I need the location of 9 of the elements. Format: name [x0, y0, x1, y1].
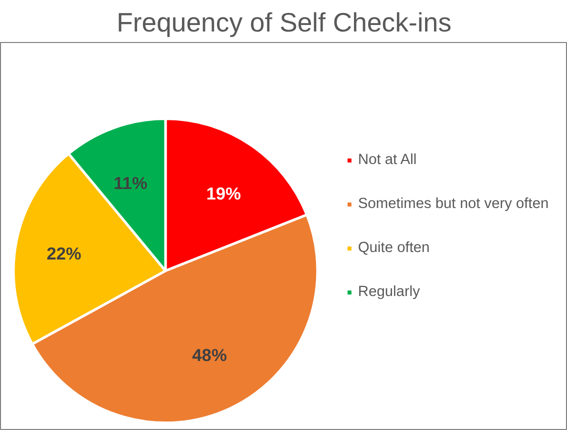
data-label: 19%: [206, 184, 241, 204]
chart-title: Frequency of Self Check-ins: [116, 8, 452, 38]
legend-label: Not at All: [358, 152, 417, 168]
legend-label: Quite often: [358, 240, 430, 256]
data-label: 48%: [192, 345, 227, 366]
legend-label: Regularly: [358, 284, 420, 300]
data-label: 22%: [46, 243, 82, 264]
legend-label: Sometimes but not very often: [358, 196, 549, 212]
data-label: 11%: [114, 173, 148, 194]
